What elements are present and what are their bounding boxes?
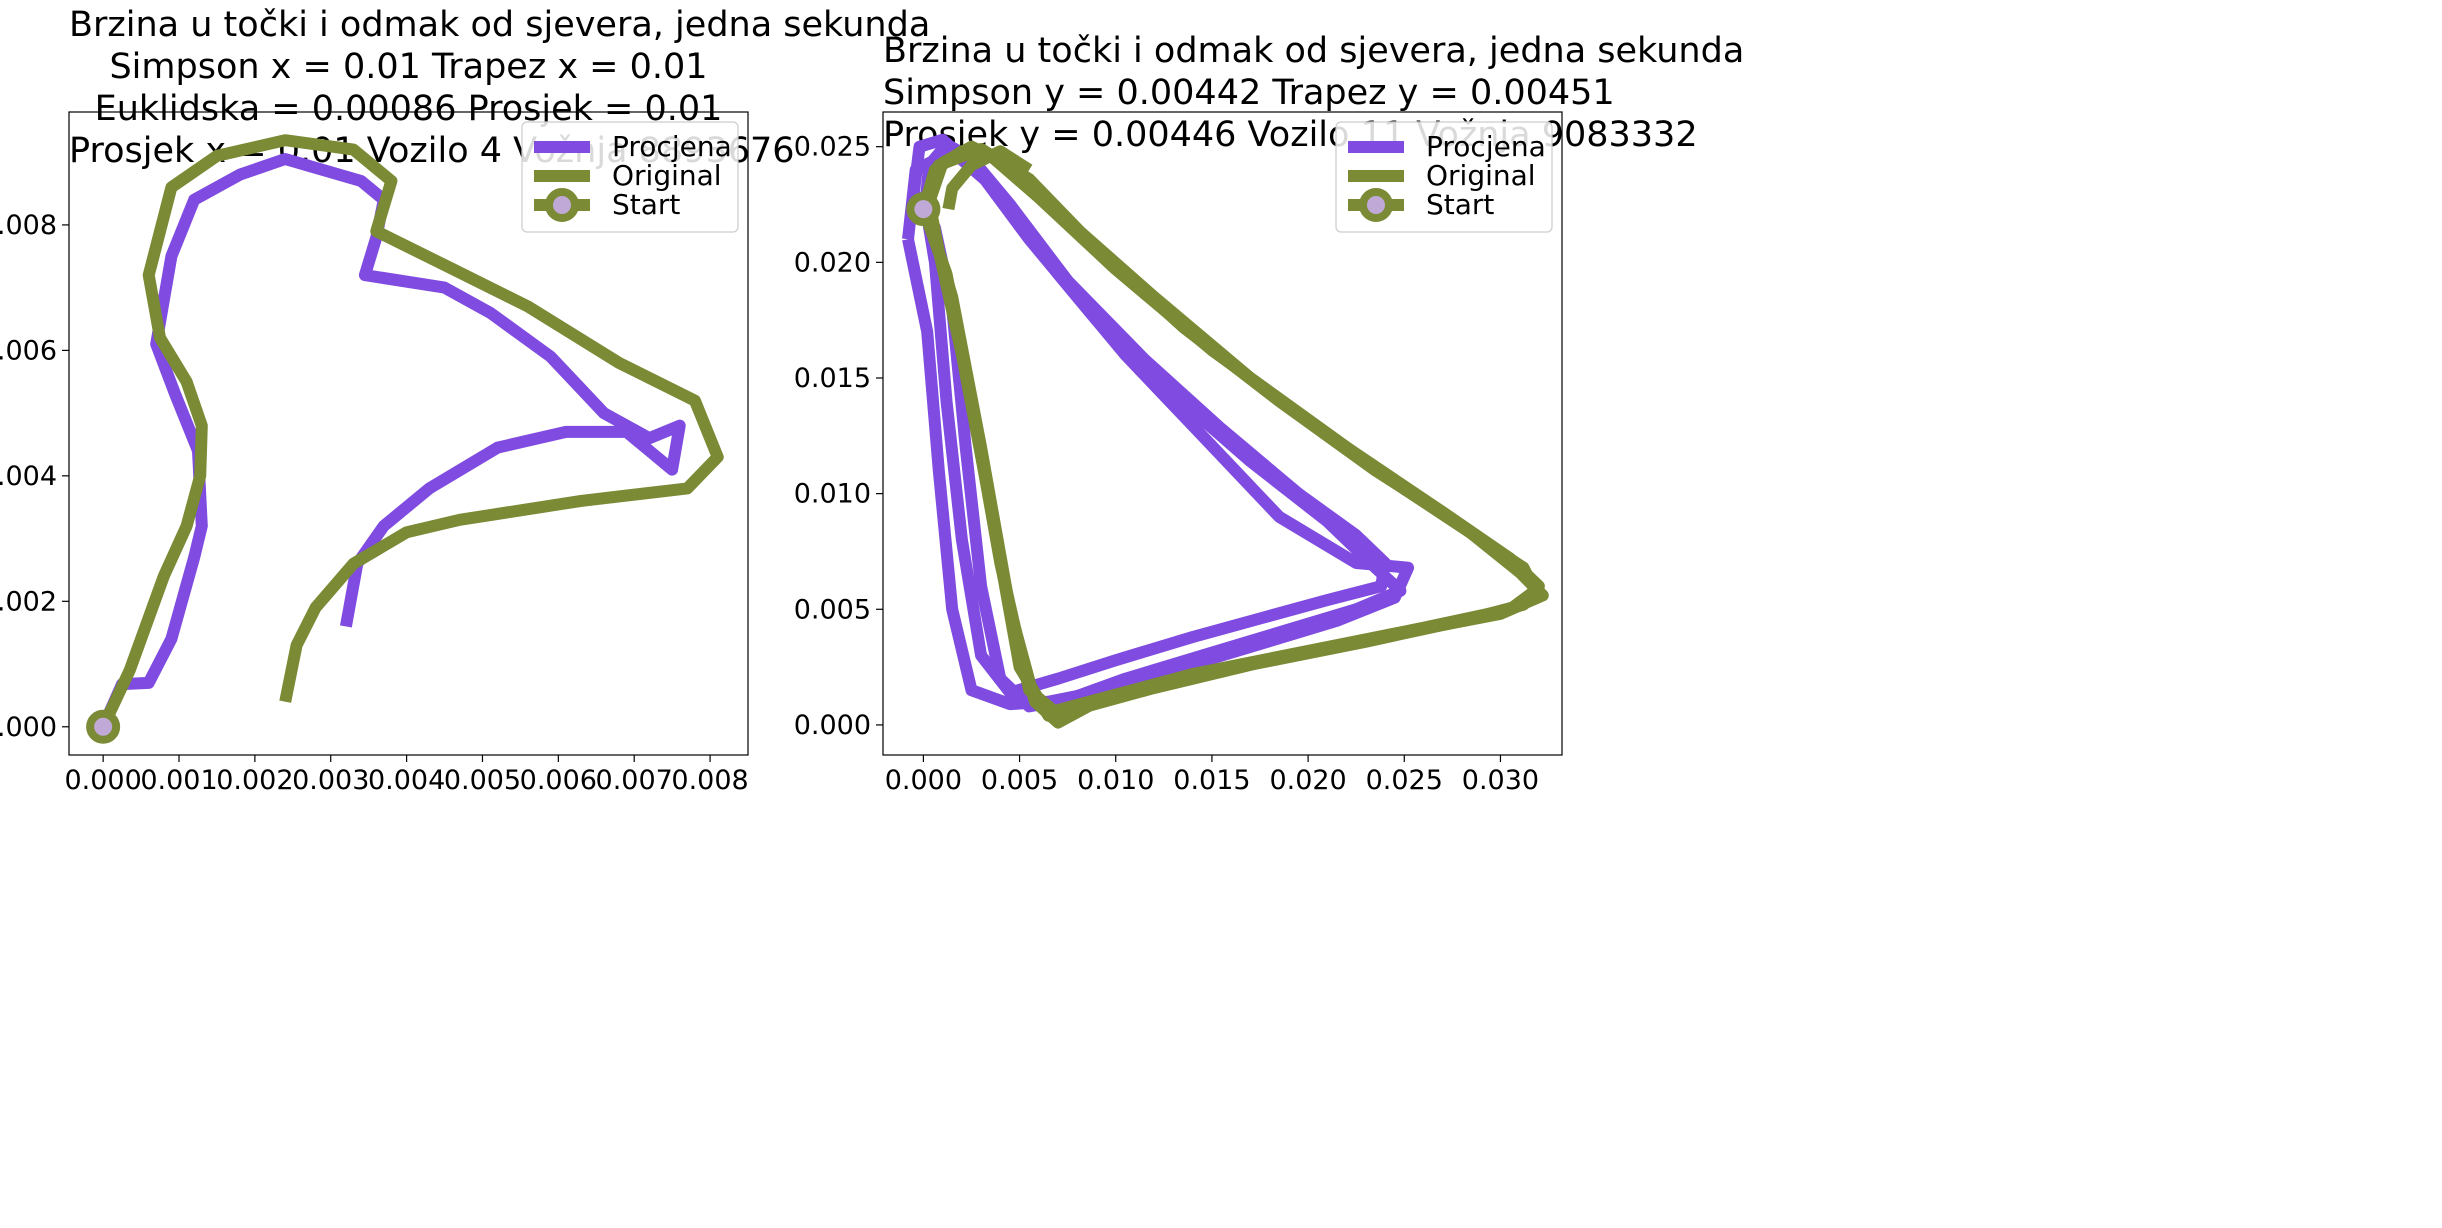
title-line: Simpson x = 0.01 Trapez x = 0.01 xyxy=(109,47,708,87)
series-line-original xyxy=(942,145,1033,211)
y-tick-label: 0.015 xyxy=(794,363,871,394)
y-tick-label: 0.008 xyxy=(0,210,57,241)
x-tick-label: 0.004 xyxy=(368,765,445,796)
x-tick-label: 0.015 xyxy=(1173,765,1250,796)
axes-frame xyxy=(882,111,1563,756)
series-line-procjena xyxy=(902,145,1415,711)
x-tick-label: 0.005 xyxy=(444,765,521,796)
x-tick-label: 0.007 xyxy=(596,765,673,796)
legend-start-marker xyxy=(545,188,579,222)
x-tick-label: 0.025 xyxy=(1366,765,1443,796)
x-tick-label: 0.000 xyxy=(64,765,141,796)
y-tick-label: 0.002 xyxy=(0,586,57,617)
axes-frame xyxy=(68,111,749,756)
y-tick-label: 0.020 xyxy=(794,247,871,278)
series-group xyxy=(97,134,724,730)
x-tick-label: 0.010 xyxy=(1077,765,1154,796)
x-tick-label: 0.003 xyxy=(292,765,369,796)
legend-start-marker xyxy=(1359,188,1393,222)
x-tick-label: 0.020 xyxy=(1269,765,1346,796)
start-marker xyxy=(86,709,121,744)
y-tick-label: 0.005 xyxy=(794,594,871,625)
x-tick-label: 0.006 xyxy=(520,765,597,796)
series-group xyxy=(902,133,1549,729)
x-tick-label: 0.000 xyxy=(885,765,962,796)
legend-label: Original xyxy=(612,159,722,192)
legend-label: Procjena xyxy=(1426,130,1546,163)
y-tick-label: 0.010 xyxy=(794,479,871,510)
x-tick-label: 0.008 xyxy=(671,765,748,796)
y-tick-label: 0.006 xyxy=(0,335,57,366)
plot-area-right: 0.000 0.005 0.010 0.015 0.020 0.025 0.030 0.000… xyxy=(794,111,1563,796)
title-line: Simpson y = 0.00442 Trapez y = 0.00451 xyxy=(883,73,1615,113)
y-tick-label: 0.000 xyxy=(794,710,871,741)
legend-label: Start xyxy=(1426,188,1494,221)
y-tick-label: 0.000 xyxy=(0,712,57,743)
series-line-original xyxy=(919,143,1549,729)
legend-label: Original xyxy=(1426,159,1536,192)
x-tick-label: 0.001 xyxy=(140,765,217,796)
x-tick-label: 0.030 xyxy=(1462,765,1539,796)
y-tick-label: 0.025 xyxy=(794,132,871,163)
x-tick-label: 0.002 xyxy=(216,765,293,796)
plot-area-left: 0.0000.0010.0020.0030.0040.0050.0060.007… xyxy=(0,111,749,796)
y-tick-label: 0.004 xyxy=(0,461,57,492)
series-line-original xyxy=(97,134,724,730)
x-tick-label: 0.005 xyxy=(981,765,1058,796)
start-marker xyxy=(906,192,941,227)
legend-label: Procjena xyxy=(612,130,732,163)
legend-label: Start xyxy=(612,188,680,221)
